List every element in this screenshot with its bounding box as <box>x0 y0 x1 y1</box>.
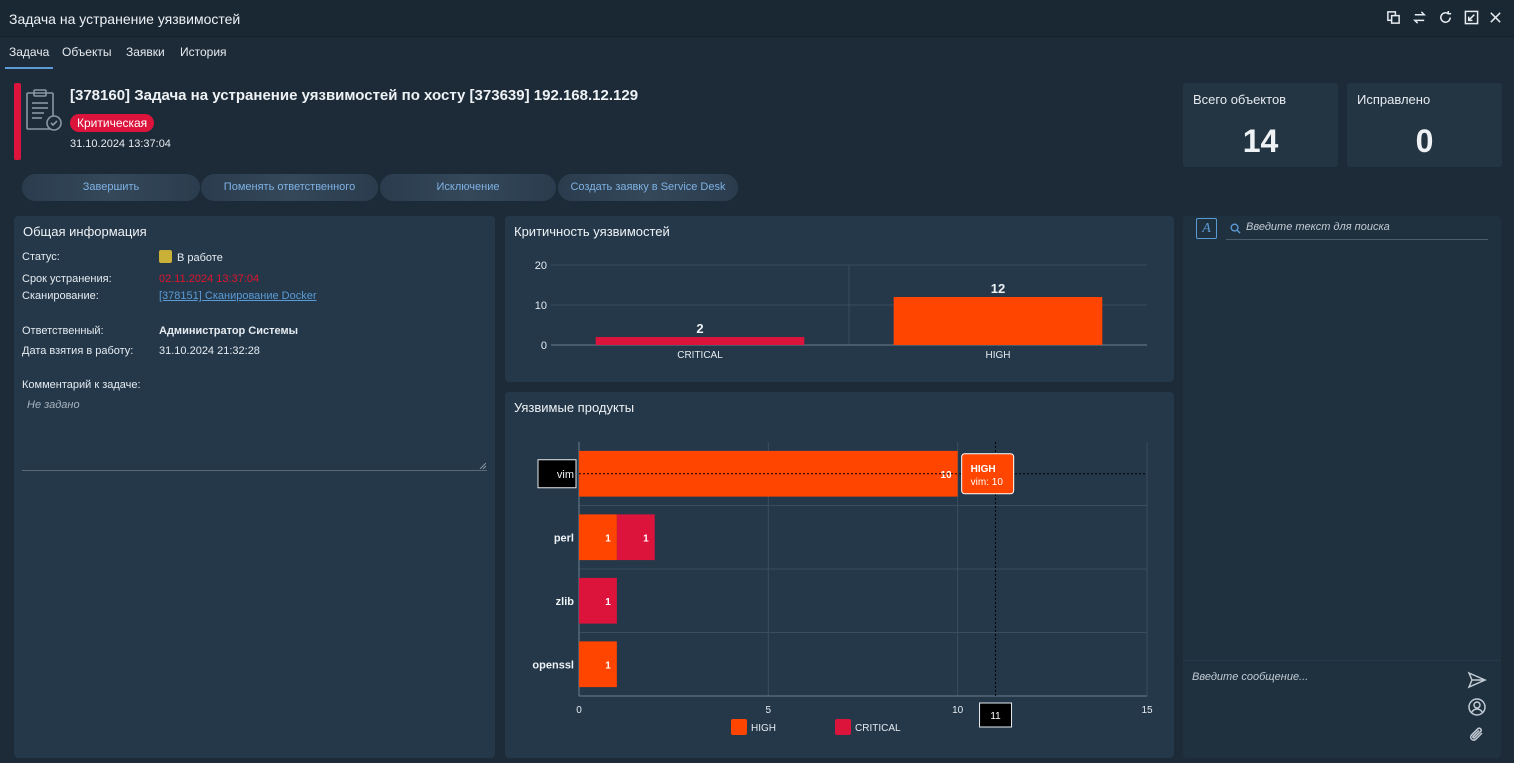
send-icon[interactable] <box>1467 670 1487 690</box>
fixed-card: Исправлено 0 <box>1347 83 1502 167</box>
service-desk-button[interactable]: Создать заявку в Service Desk <box>558 174 738 201</box>
bar-high <box>893 297 1103 345</box>
legend-label: HIGH <box>751 723 776 734</box>
y-tick-label: perl <box>554 532 574 544</box>
close-icon[interactable] <box>1487 10 1504 27</box>
chat-search-field <box>1226 218 1488 240</box>
change-owner-button[interactable]: Поменять ответственного <box>201 174 378 201</box>
tab-task[interactable]: Задача <box>5 45 54 69</box>
tab-objects[interactable]: Объекты <box>62 45 112 59</box>
tab-requests[interactable]: Заявки <box>126 45 165 59</box>
bar-value-label: 1 <box>605 597 611 608</box>
refresh-icon[interactable] <box>1437 10 1454 27</box>
cursor-value-box <box>979 702 1013 728</box>
owner-value: Администратор Системы <box>159 325 299 337</box>
taken-value: 31.10.2024 21:32:28 <box>159 345 260 357</box>
font-format-icon[interactable]: A <box>1196 218 1217 239</box>
tooltip-value: vim: 10 <box>971 477 1004 488</box>
comment-textarea[interactable]: Не задано <box>22 393 487 471</box>
exclusion-button[interactable]: Исключение <box>380 174 556 201</box>
general-info-title: Общая информация <box>23 224 147 239</box>
owner-label: Ответственный: <box>22 325 104 337</box>
attachment-icon[interactable] <box>1467 725 1487 745</box>
cursor-value-label: 11 <box>990 711 1001 722</box>
y-tick-label: 20 <box>535 260 547 272</box>
y-tick-label: 0 <box>541 340 547 352</box>
bar-zlib-critical <box>579 577 617 624</box>
deadline-value: 02.11.2024 13:37:04 <box>159 273 260 285</box>
deadline-label: Срок устранения: <box>22 273 112 285</box>
x-tick-label: 10 <box>952 705 964 716</box>
status-value: В работе <box>159 250 223 264</box>
severity-badge: Критическая <box>70 114 155 132</box>
task-header: [378160] Задача на устранение уязвимосте… <box>14 83 1174 160</box>
products-chart-panel: Уязвимые продукты 0 5 10 15 10 vim 1 1 perl 1 zlib… <box>505 392 1174 758</box>
taken-label: Дата взятия в работу: <box>22 345 134 357</box>
bar-value-label: 12 <box>991 281 1005 296</box>
bar-value-label: 10 <box>941 470 953 481</box>
status-text: В работе <box>177 252 223 264</box>
tooltip-series: HIGH <box>971 464 996 475</box>
severity-chart-panel: Критичность уязвимостей 0 10 20 2 CRITICAL 12… <box>505 216 1174 382</box>
bar-openssl-high <box>579 641 617 688</box>
swap-icon[interactable] <box>1411 10 1428 27</box>
legend-label: CRITICAL <box>855 723 901 734</box>
resize-handle-icon[interactable] <box>479 462 486 469</box>
copy-icon[interactable] <box>1385 10 1402 27</box>
comment-label: Комментарий к задаче: <box>22 379 141 391</box>
scan-link[interactable]: [378151] Сканирование Docker <box>159 290 317 302</box>
x-tick-label: CRITICAL <box>677 350 723 361</box>
y-tick-label: zlib <box>556 596 575 608</box>
category-highlight-box <box>537 459 577 489</box>
x-tick-label: 5 <box>766 705 772 716</box>
clipboard-check-icon <box>24 87 64 135</box>
task-title: [378160] Задача на устранение уязвимосте… <box>70 87 639 104</box>
chat-search-input[interactable] <box>1246 221 1481 233</box>
status-label: Статус: <box>22 251 60 263</box>
products-chart-title: Уязвимые продукты <box>514 400 635 415</box>
legend-swatch-high <box>731 719 747 735</box>
severity-chart: 0 10 20 2 CRITICAL 12 HIGH <box>535 260 1147 361</box>
tab-bar: Задача Объекты Заявки История <box>0 37 1514 69</box>
comment-placeholder: Не задано <box>27 399 80 411</box>
y-tick-label: openssl <box>532 659 574 671</box>
bar-value-label: 1 <box>605 660 611 671</box>
general-info-panel: Общая информация Статус: В работе Срок у… <box>14 216 495 758</box>
fixed-value: 0 <box>1415 123 1434 159</box>
bar-value-label: 2 <box>696 321 703 336</box>
status-color-swatch <box>159 250 172 263</box>
window-titlebar: Задача на устранение уязвимостей <box>0 0 1514 37</box>
total-objects-label: Всего объектов <box>1193 92 1287 107</box>
bar-perl-high <box>579 514 617 561</box>
scan-label: Сканирование: <box>22 290 99 302</box>
severity-bar <box>14 83 21 160</box>
bar-value-label: 1 <box>643 533 649 544</box>
restore-icon[interactable] <box>1463 10 1480 27</box>
chat-panel <box>1183 216 1501 758</box>
message-input[interactable] <box>1192 671 1462 683</box>
bar-perl-critical <box>616 514 655 561</box>
chat-search-row: A <box>1196 218 1488 240</box>
x-tick-label: HIGH <box>986 350 1011 361</box>
bar-value-label: 1 <box>605 533 611 544</box>
tab-history[interactable]: История <box>180 45 227 59</box>
message-composer <box>1183 660 1501 760</box>
user-icon[interactable] <box>1467 697 1487 717</box>
y-tick-label: 10 <box>535 300 547 312</box>
total-objects-card: Всего объектов 14 <box>1183 83 1338 167</box>
x-tick-label: 0 <box>576 705 582 716</box>
bar-critical <box>595 337 805 345</box>
tooltip-box <box>961 453 1015 495</box>
y-tick-label: vim <box>557 469 574 481</box>
window-title: Задача на устранение уязвимостей <box>9 11 241 27</box>
legend-swatch-critical <box>835 719 851 735</box>
x-tick-label: 15 <box>1141 705 1153 716</box>
severity-chart-title: Критичность уязвимостей <box>514 224 670 239</box>
search-icon <box>1230 223 1241 234</box>
total-objects-value: 14 <box>1242 123 1279 159</box>
finish-button[interactable]: Завершить <box>22 174 200 201</box>
fixed-label: Исправлено <box>1357 92 1431 107</box>
task-created-date: 31.10.2024 13:37:04 <box>70 138 171 150</box>
